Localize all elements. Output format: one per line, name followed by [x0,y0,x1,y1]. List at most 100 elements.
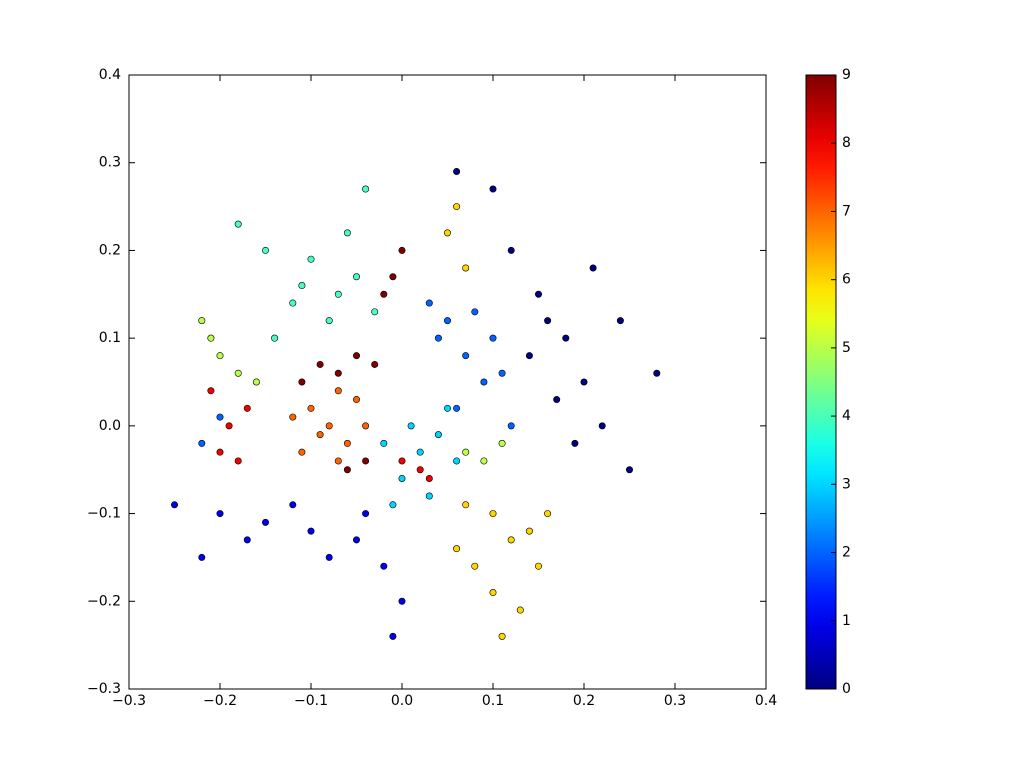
point [216,352,224,360]
point [225,422,233,430]
point [434,431,442,439]
x-tick-label: 0.3 [664,693,686,709]
point [325,317,333,325]
point [498,439,506,447]
point [598,422,606,430]
point [334,387,342,395]
point [198,553,206,561]
point [389,273,397,281]
point [562,334,570,342]
point [498,632,506,640]
x-tick-label: 0.4 [755,693,777,709]
x-tick-label: 0.0 [391,693,413,709]
x-tick-label: −0.1 [294,693,328,709]
point [380,439,388,447]
point [316,360,324,368]
point [325,553,333,561]
colorbar-tick-label: 3 [842,476,851,492]
point [334,457,342,465]
y-tick-label: 0.0 [99,418,121,434]
point [462,501,470,509]
point [471,562,479,570]
point [471,308,479,316]
point [544,510,552,518]
point [234,220,242,228]
point [571,439,579,447]
point [289,413,297,421]
point [252,378,260,386]
y-tick-label: 0.2 [99,242,121,258]
point [198,317,206,325]
point [489,589,497,597]
point [243,536,251,544]
point [507,536,515,544]
point [443,404,451,412]
colorbar-tick-label: 6 [842,272,851,288]
point [261,246,269,254]
point [616,317,624,325]
point [352,396,360,404]
point [398,246,406,254]
point [171,501,179,509]
point [453,545,461,553]
point [352,273,360,281]
point [443,229,451,237]
plot-area [129,75,766,689]
point [416,448,424,456]
point [534,562,542,570]
point [507,246,515,254]
y-tick-label: 0.4 [99,67,121,83]
point [234,457,242,465]
point [434,334,442,342]
colorbar [805,74,837,690]
point [325,422,333,430]
x-tick-label: −0.3 [112,693,146,709]
point [343,229,351,237]
colorbar-tick-label: 4 [842,408,851,424]
point [389,501,397,509]
x-tick-label: −0.2 [203,693,237,709]
colorbar-tick-label: 0 [842,681,851,697]
point [498,369,506,377]
point [480,457,488,465]
y-tick-label: 0.1 [99,330,121,346]
point [343,466,351,474]
point [352,536,360,544]
y-tick-label: −0.2 [87,593,121,609]
point [544,317,552,325]
point [453,167,461,175]
y-tick-label: −0.1 [87,506,121,522]
x-tick-label: 0.2 [573,693,595,709]
point [534,290,542,298]
point [362,185,370,193]
point [380,562,388,570]
point [525,527,533,535]
point [462,264,470,272]
point [362,510,370,518]
point [553,396,561,404]
point [207,387,215,395]
point [425,474,433,482]
point [371,308,379,316]
point [298,378,306,386]
point [207,334,215,342]
point [443,317,451,325]
point [489,185,497,193]
x-tick-label: 0.1 [482,693,504,709]
point [389,632,397,640]
y-tick-label: −0.3 [87,681,121,697]
point [453,203,461,211]
point [589,264,597,272]
point [289,501,297,509]
point [580,378,588,386]
point [216,510,224,518]
point [489,510,497,518]
point [371,360,379,368]
point [453,404,461,412]
point [307,527,315,535]
point [243,404,251,412]
point [334,290,342,298]
colorbar-tick-label: 7 [842,203,851,219]
point [425,299,433,307]
